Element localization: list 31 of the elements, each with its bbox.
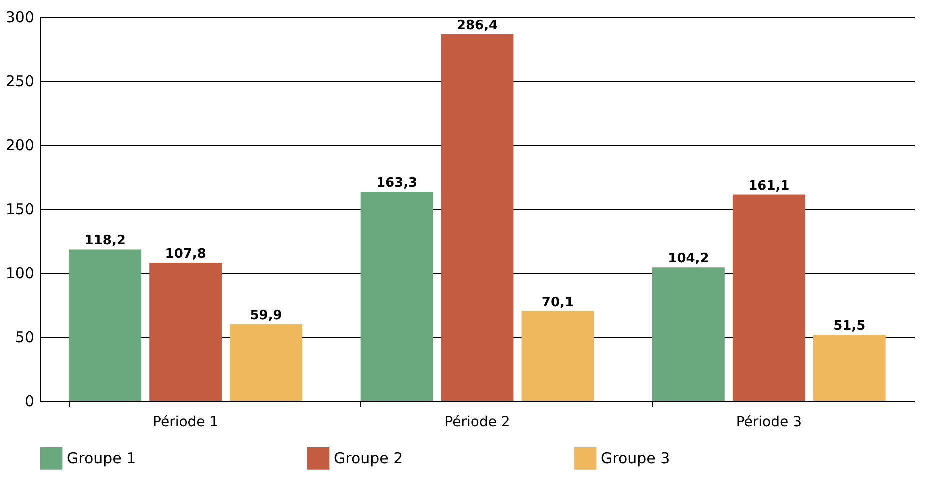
- data-label: 118,2: [84, 234, 126, 249]
- y-tick-label: 200: [6, 136, 34, 154]
- y-tick-label: 150: [6, 200, 34, 218]
- data-label: 59,9: [250, 308, 282, 324]
- data-label: 286,4: [456, 18, 498, 34]
- data-label: 107,8: [165, 247, 206, 262]
- data-label: 161,1: [748, 178, 790, 194]
- bar: [230, 324, 302, 401]
- bar: [522, 311, 594, 401]
- bar: [652, 268, 725, 401]
- y-tick-label: 50: [15, 328, 34, 346]
- data-label: 163,3: [376, 176, 418, 191]
- bar: [360, 192, 434, 401]
- y-tick-label: 100: [6, 264, 34, 282]
- y-tick-label: 300: [6, 8, 34, 26]
- legend-label: Groupe 2: [334, 450, 404, 468]
- bar: [813, 335, 886, 401]
- x-tick-label: Période 3: [736, 414, 802, 430]
- bar: [732, 194, 806, 401]
- data-label: 70,1: [542, 295, 574, 310]
- bar: [69, 250, 142, 401]
- bar: [150, 263, 222, 401]
- data-label: 104,2: [668, 252, 710, 267]
- x-tick-label: Période 2: [444, 414, 510, 430]
- x-tick-label: Période 1: [153, 414, 219, 430]
- legend-label: Groupe 3: [601, 450, 670, 468]
- legend-label: Groupe 1: [67, 450, 136, 468]
- bar: [441, 34, 514, 401]
- y-tick-label: 0: [24, 392, 34, 410]
- y-tick-label: 250: [6, 72, 34, 90]
- data-label: 51,5: [834, 319, 866, 334]
